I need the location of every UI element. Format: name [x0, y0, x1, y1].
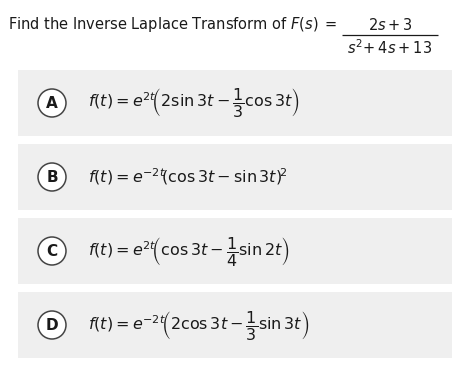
- Text: $f(t) = e^{-2t}\!\left(\cos 3t - \sin 3t\right)^{\!2}$: $f(t) = e^{-2t}\!\left(\cos 3t - \sin 3t…: [88, 166, 288, 187]
- Text: $s^2\!+4s+13$: $s^2\!+4s+13$: [348, 38, 432, 57]
- Circle shape: [38, 237, 66, 265]
- Text: B: B: [46, 169, 58, 185]
- Text: Find the Inverse Laplace Transform of $F(s)\;=$: Find the Inverse Laplace Transform of $F…: [8, 15, 337, 34]
- Circle shape: [38, 163, 66, 191]
- Text: C: C: [47, 243, 57, 259]
- Text: $f(t) = e^{2t}\!\left(2\sin 3t - \dfrac{1}{3}\cos 3t\right)$: $f(t) = e^{2t}\!\left(2\sin 3t - \dfrac{…: [88, 87, 300, 120]
- Text: $2s+3$: $2s+3$: [367, 17, 413, 33]
- Text: $f(t) = e^{-2t}\!\left(2\cos 3t - \dfrac{1}{3}\sin 3t\right)$: $f(t) = e^{-2t}\!\left(2\cos 3t - \dfrac…: [88, 309, 309, 342]
- Text: A: A: [46, 95, 58, 111]
- FancyBboxPatch shape: [18, 292, 452, 358]
- Text: D: D: [46, 317, 58, 333]
- Circle shape: [38, 311, 66, 339]
- FancyBboxPatch shape: [18, 218, 452, 284]
- FancyBboxPatch shape: [18, 70, 452, 136]
- Text: $f(t) = e^{2t}\!\left(\cos 3t - \dfrac{1}{4}\sin 2t\right)$: $f(t) = e^{2t}\!\left(\cos 3t - \dfrac{1…: [88, 235, 290, 268]
- Circle shape: [38, 89, 66, 117]
- FancyBboxPatch shape: [18, 144, 452, 210]
